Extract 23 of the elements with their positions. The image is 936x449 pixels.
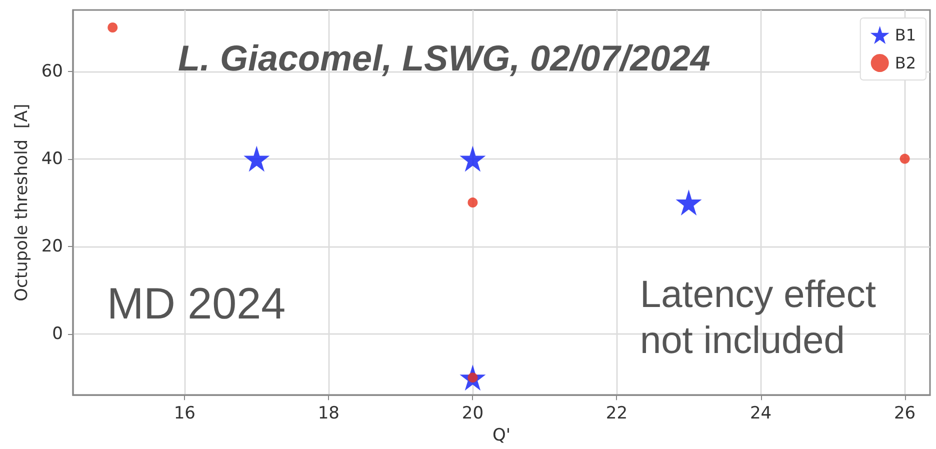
x-tick-label: 20 <box>462 404 484 424</box>
x-axis-title: Q' <box>492 426 511 446</box>
legend-label: B2 <box>894 54 916 72</box>
x-tick-label: 18 <box>318 404 340 424</box>
x-tick-label: 24 <box>750 404 772 424</box>
annotation: MD 2024 <box>107 280 286 328</box>
y-axis-title: Octupole threshold [A] <box>12 104 32 302</box>
point <box>244 146 270 172</box>
point <box>468 198 478 208</box>
point <box>900 154 910 164</box>
point <box>108 22 118 32</box>
y-tick-label: 0 <box>52 324 63 344</box>
x-tick-label: 26 <box>894 404 916 424</box>
point <box>676 190 702 216</box>
y-tick-label: 60 <box>41 61 63 82</box>
legend-label: B1 <box>894 26 916 44</box>
annotation: Latency effect not included <box>640 274 886 362</box>
annotation: L. Giacomel, LSWG, 02/07/2024 <box>178 38 710 78</box>
x-tick-label: 22 <box>606 404 628 424</box>
y-tick-label: 40 <box>41 148 63 169</box>
x-tick-label: 16 <box>174 404 196 424</box>
y-tick-label: 20 <box>41 236 63 256</box>
point <box>460 146 486 172</box>
